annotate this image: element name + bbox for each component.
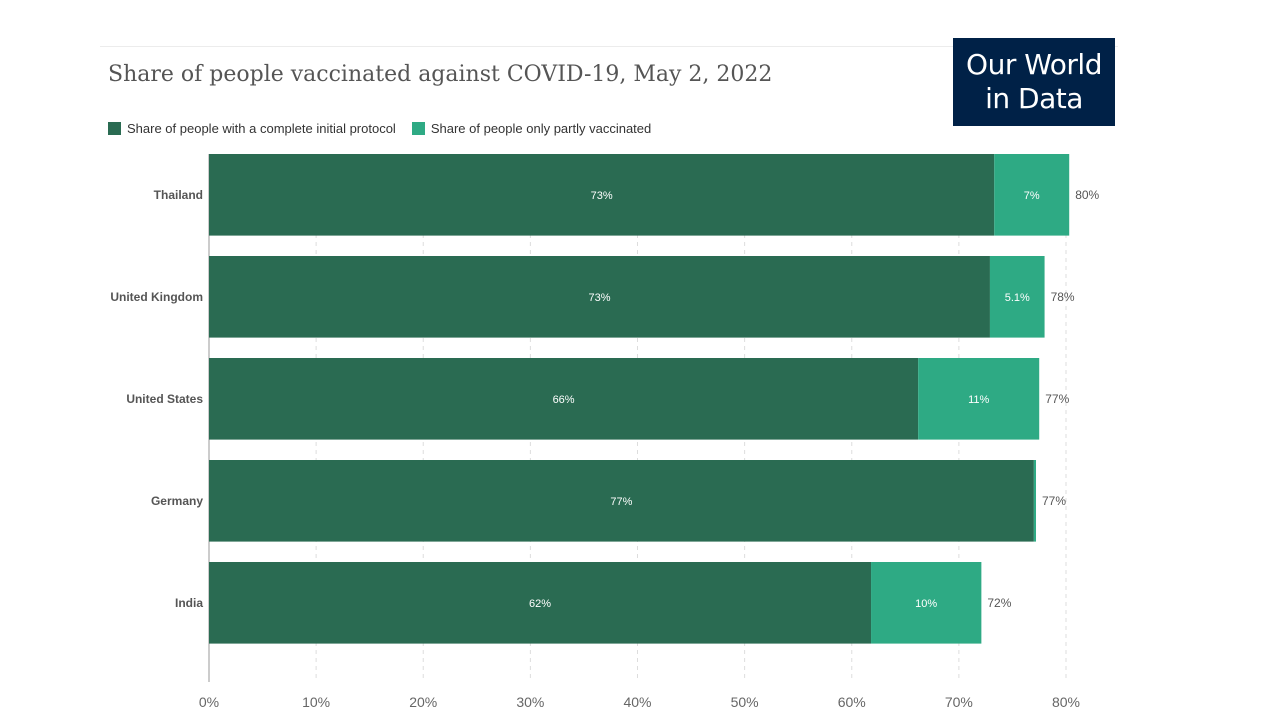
chart-title: Share of people vaccinated against COVID… bbox=[108, 62, 773, 87]
logo-line-1: Our World bbox=[966, 48, 1102, 81]
x-tick-label: 40% bbox=[623, 694, 651, 710]
total-label: 80% bbox=[1075, 188, 1099, 202]
total-label: 77% bbox=[1045, 392, 1069, 406]
legend-swatch-complete bbox=[108, 122, 121, 135]
x-tick-label: 60% bbox=[838, 694, 866, 710]
owid-logo[interactable]: Our World in Data bbox=[953, 38, 1115, 126]
data-label: 73% bbox=[588, 292, 610, 304]
category-label: Thailand bbox=[154, 188, 203, 202]
bar-segment-partly bbox=[1033, 460, 1037, 542]
category-label: Germany bbox=[151, 494, 203, 508]
data-label: 5.1% bbox=[1005, 292, 1030, 304]
legend-swatch-partly bbox=[411, 122, 425, 135]
data-label: 62% bbox=[529, 598, 551, 610]
bar-segment-partly bbox=[918, 358, 1040, 440]
data-label: 11% bbox=[968, 394, 989, 406]
bar-segment-partly bbox=[871, 562, 982, 644]
header-divider bbox=[100, 46, 1118, 47]
bar-segment-partly bbox=[989, 256, 1045, 338]
bar-segment-complete bbox=[209, 460, 1034, 542]
x-tick-label: 80% bbox=[1052, 694, 1080, 710]
data-label: 77% bbox=[610, 496, 632, 508]
legend-item-complete[interactable]: Share of people with a complete initial … bbox=[108, 121, 396, 136]
x-tick-label: 20% bbox=[409, 694, 437, 710]
legend-label-complete: Share of people with a complete initial … bbox=[127, 121, 396, 136]
x-tick-label: 10% bbox=[302, 694, 330, 710]
bar-segment-partly bbox=[994, 154, 1070, 236]
data-label: 10% bbox=[915, 598, 937, 610]
data-label: 66% bbox=[553, 394, 575, 406]
data-label: 73% bbox=[591, 190, 613, 202]
bar-segment-complete bbox=[209, 256, 990, 338]
legend-label-partly: Share of people only partly vaccinated bbox=[430, 121, 652, 136]
logo-line-2: in Data bbox=[985, 82, 1083, 115]
legend-item-partly[interactable]: Share of people only partly vaccinated bbox=[411, 121, 652, 136]
total-label: 77% bbox=[1042, 494, 1066, 508]
bar-segment-complete bbox=[209, 358, 919, 440]
total-label: 72% bbox=[987, 596, 1011, 610]
chart-legend: Share of people with a complete initial … bbox=[108, 121, 667, 136]
bar-segment-complete bbox=[209, 562, 872, 644]
x-tick-label: 70% bbox=[945, 694, 973, 710]
x-tick-label: 50% bbox=[731, 694, 759, 710]
x-tick-label: 0% bbox=[199, 694, 219, 710]
category-label: United Kingdom bbox=[110, 290, 203, 304]
x-tick-label: 30% bbox=[516, 694, 544, 710]
category-label: United States bbox=[126, 392, 203, 406]
category-label: India bbox=[175, 596, 203, 610]
total-label: 78% bbox=[1051, 290, 1075, 304]
data-label: 7% bbox=[1024, 190, 1040, 202]
bar-segment-complete bbox=[209, 154, 995, 236]
